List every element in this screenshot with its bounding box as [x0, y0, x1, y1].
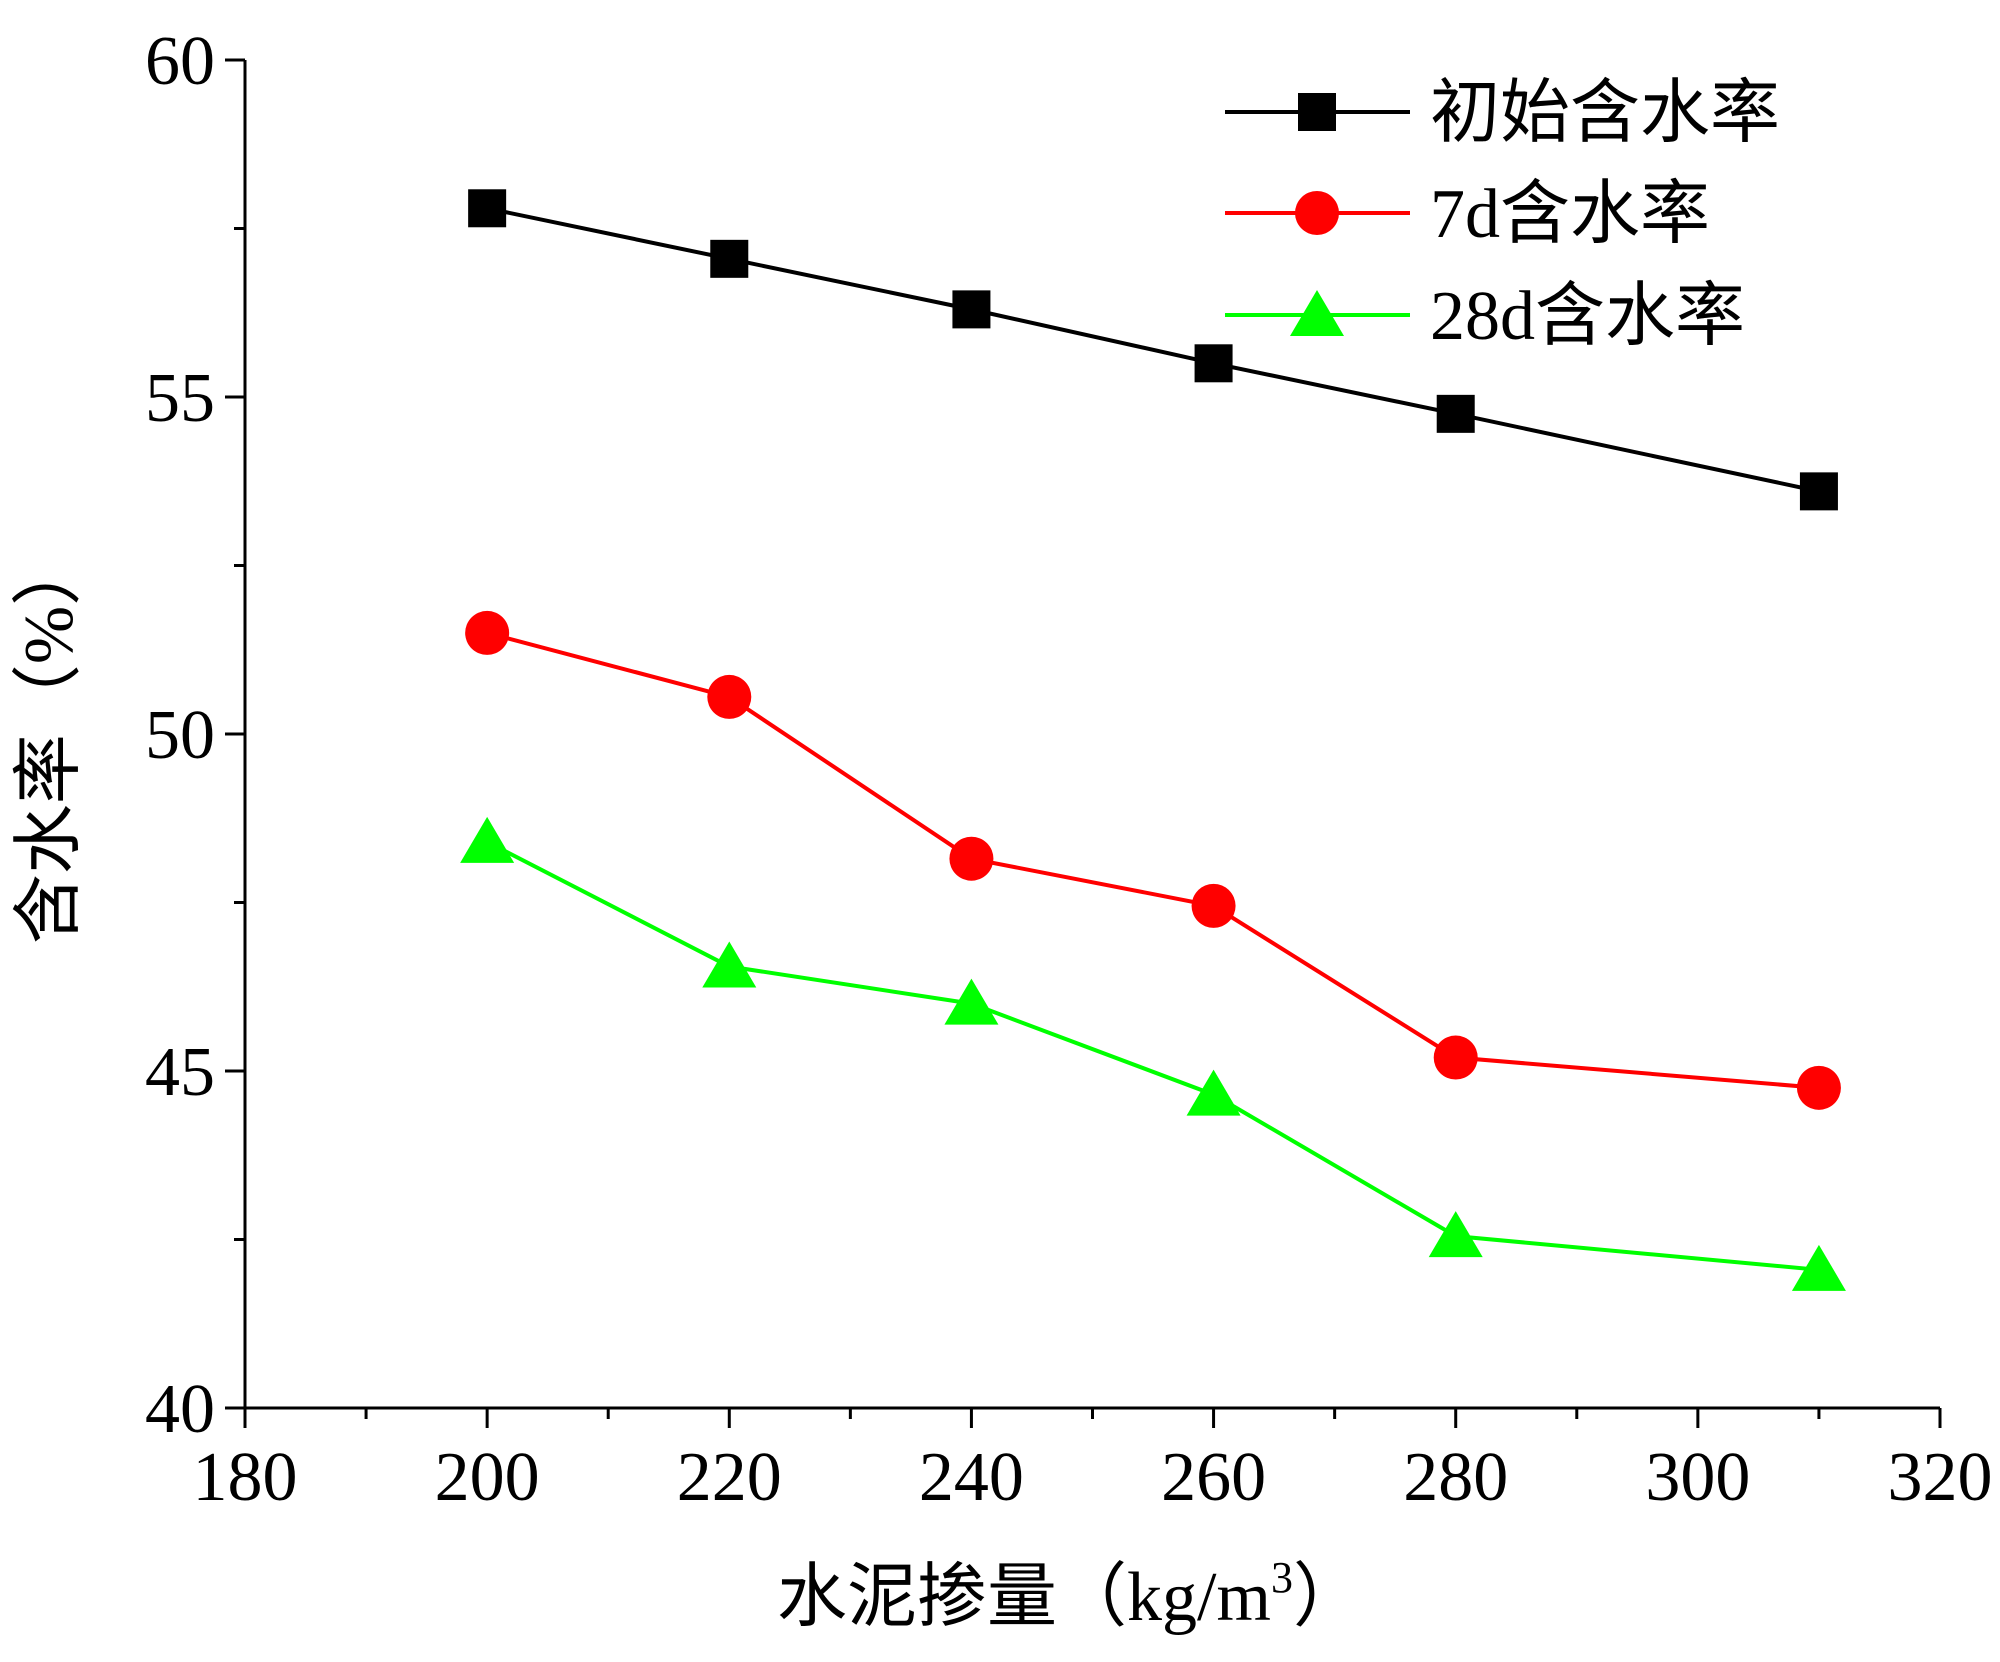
x-tick-label: 280	[1403, 1439, 1508, 1516]
x-tick-label: 300	[1645, 1439, 1750, 1516]
y-tick-label: 50	[145, 697, 215, 774]
data-point	[1436, 394, 1475, 433]
x-axis-title-close: ）	[1293, 1559, 1363, 1636]
x-tick-label: 320	[1888, 1439, 1993, 1516]
legend-label: 初始含水率	[1430, 75, 1780, 152]
legend-label: 28d含水率	[1430, 278, 1745, 355]
data-point	[468, 189, 507, 228]
x-axis-title: 水泥掺量（kg/m3）	[777, 1553, 1363, 1636]
data-point	[460, 816, 515, 863]
y-tick-label: 40	[145, 1371, 215, 1448]
legend-marker	[1298, 93, 1336, 131]
y-tick-label: 55	[145, 360, 215, 437]
y-tick-label: 60	[145, 23, 215, 100]
series-layer	[460, 189, 1846, 1291]
legend-marker	[1290, 290, 1344, 336]
legend-marker	[1295, 191, 1339, 235]
data-point	[1186, 1069, 1241, 1116]
data-point	[1433, 1035, 1478, 1080]
legend-item-1: 初始含水率	[1225, 75, 1780, 152]
data-point	[949, 836, 994, 881]
legend-item-3: 28d含水率	[1225, 278, 1745, 355]
series-1	[468, 189, 1838, 511]
series-line	[486, 840, 1820, 1272]
data-point	[465, 610, 510, 655]
x-axis-title-sup: 3	[1271, 1553, 1293, 1602]
legend-label: 7d含水率	[1430, 176, 1710, 253]
x-tick-label: 240	[919, 1439, 1024, 1516]
series-line	[486, 630, 1820, 1090]
data-point	[707, 674, 752, 719]
data-point	[702, 941, 757, 988]
data-point	[1194, 344, 1233, 383]
data-point	[944, 978, 999, 1025]
data-point	[1799, 472, 1838, 511]
y-tick-label: 45	[145, 1034, 215, 1111]
data-point	[710, 239, 749, 278]
data-point	[1428, 1211, 1483, 1258]
axes-layer: 180 200 220 240 260 280 300 320 40 45 50 55 60	[145, 23, 1993, 1516]
series-3	[460, 816, 1846, 1291]
y-axis-title: 含水率（%）	[11, 536, 88, 944]
legend-item-2: 7d含水率	[1225, 176, 1710, 253]
series-line	[486, 206, 1820, 494]
legend: 初始含水率 7d含水率 28d含水率	[1225, 75, 1780, 355]
data-point	[952, 290, 991, 329]
data-point	[1791, 1244, 1846, 1291]
x-tick-label: 180	[193, 1439, 298, 1516]
data-point	[1796, 1065, 1841, 1110]
x-tick-label: 260	[1161, 1439, 1266, 1516]
x-axis-title-main: 水泥掺量（kg/m	[777, 1559, 1271, 1636]
x-tick-label: 220	[677, 1439, 782, 1516]
series-2	[465, 610, 1841, 1110]
x-tick-label: 200	[435, 1439, 540, 1516]
data-point	[1191, 883, 1236, 928]
